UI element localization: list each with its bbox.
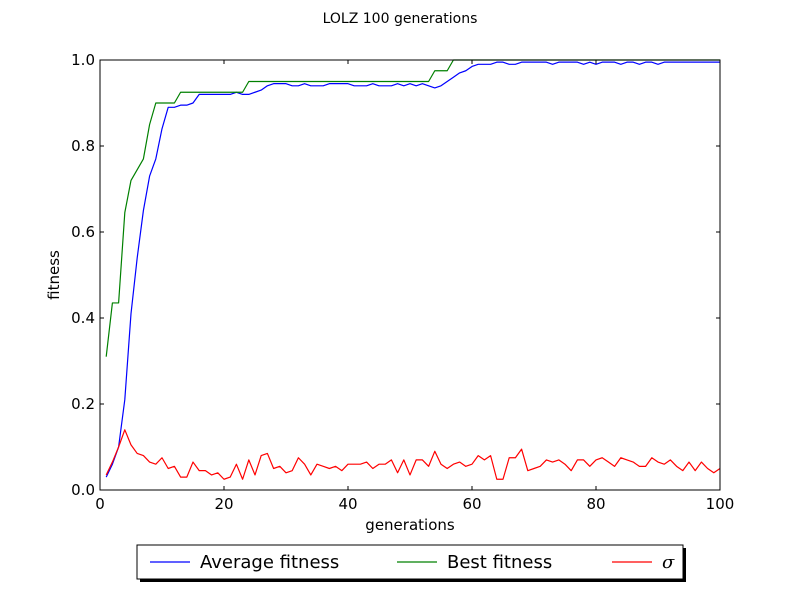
chart-title: LOLZ 100 generations — [323, 11, 478, 27]
y-tick-label: 0.6 — [71, 223, 95, 241]
x-tick-label: 60 — [462, 495, 481, 513]
series-line-0 — [105, 61, 720, 478]
legend-label-1: Best fitness — [447, 552, 552, 573]
legend-label-2: σ — [662, 552, 675, 573]
x-tick-label: 0 — [95, 495, 105, 513]
series-line-1 — [105, 59, 720, 357]
legend-label-0: Average fitness — [200, 552, 339, 573]
x-axis-label: generations — [365, 516, 455, 534]
y-tick-label: 0.8 — [71, 137, 95, 155]
y-tick-label: 0.4 — [71, 309, 95, 327]
x-tick-label: 80 — [586, 495, 605, 513]
x-tick-label: 40 — [338, 495, 357, 513]
x-tick-label: 20 — [214, 495, 233, 513]
y-tick-label: 0.2 — [71, 395, 95, 413]
ticks-layer: 0 20 40 60 80 100 0.0 0.2 0.4 0.6 0.8 1.0 — [71, 51, 734, 513]
plot-frame — [99, 59, 721, 491]
y-tick-label: 0.0 — [71, 481, 95, 499]
series-line-2 — [105, 429, 721, 480]
y-axis-label: fitness — [45, 250, 63, 300]
y-tick-label: 1.0 — [71, 51, 95, 69]
legend: Average fitness Best fitness σ — [136, 544, 686, 582]
legend-items: Average fitness Best fitness σ — [150, 552, 675, 573]
x-tick-label: 100 — [706, 495, 735, 513]
series-layer — [105, 59, 721, 480]
